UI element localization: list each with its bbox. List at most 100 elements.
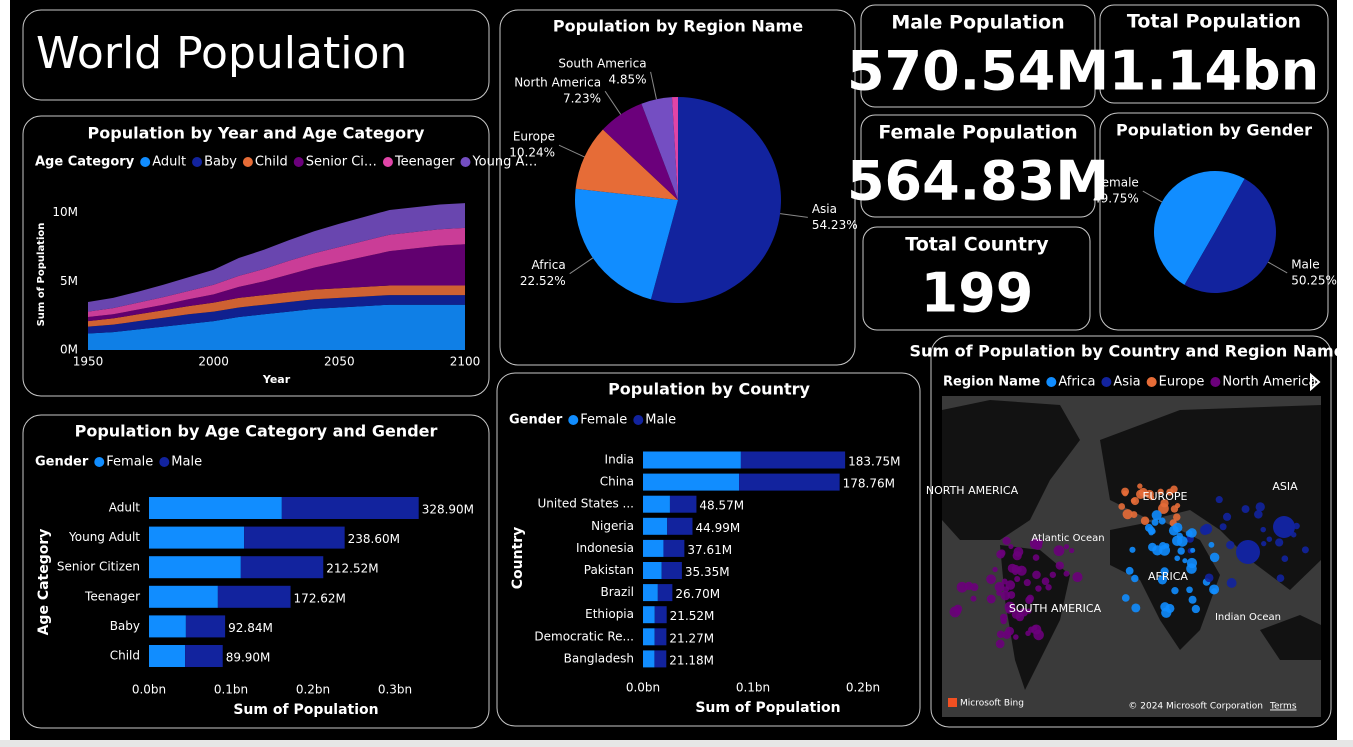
map-bubble [1223, 512, 1232, 521]
card-value: 570.54M [847, 40, 1109, 103]
y-tick-label: Senior Citizen [57, 560, 140, 574]
x-axis-title: Year [262, 373, 291, 386]
legend-label: Senior Ci… [306, 155, 377, 170]
legend-title: Age Category [35, 155, 135, 170]
map-bubble [1158, 517, 1166, 525]
map-bubble [1140, 516, 1150, 525]
map-bubble [1013, 546, 1024, 557]
y-tick-label: United States ... [537, 497, 634, 511]
map-bubble [996, 550, 1005, 559]
map-bubble [1008, 544, 1014, 550]
bar [657, 584, 673, 602]
leader-line [569, 257, 594, 275]
bar [281, 497, 419, 519]
map-bubble [1201, 523, 1213, 535]
map-bubble [1131, 603, 1141, 613]
map-bubble [1002, 536, 1011, 545]
map-bubble [1035, 585, 1042, 592]
card-label: Female Population [878, 122, 1077, 144]
bar [663, 539, 685, 557]
total-label: 178.76M [843, 477, 895, 491]
map-bubble [1255, 502, 1265, 512]
bar [661, 562, 682, 579]
y-axis-title: Sum of Population [36, 223, 47, 327]
pie-label: Male [1291, 257, 1319, 271]
legend-title: Gender [35, 455, 89, 470]
total-label: 238.60M [348, 532, 400, 546]
map-bubble [1121, 594, 1130, 602]
y-axis-title: Age Category [36, 529, 52, 636]
legend-label: North America [1222, 375, 1316, 390]
map-bubble [1182, 558, 1188, 564]
map-bubble [996, 630, 1005, 639]
pie-value-label: 49.75% [1093, 192, 1139, 206]
x-tick-label: 0.0bn [132, 683, 166, 697]
area [88, 295, 465, 334]
area [88, 304, 465, 350]
map-bubble [1157, 488, 1164, 495]
chart-title: Population by Country [608, 380, 810, 399]
map-bubble [1215, 496, 1223, 504]
leader-line [1267, 261, 1288, 274]
y-tick-label: Child [110, 649, 140, 663]
map-bubble [1190, 547, 1196, 553]
legend-arrow [1310, 372, 1321, 392]
y-tick-label: India [605, 453, 634, 467]
map-bubble [970, 595, 977, 602]
bar [643, 517, 668, 535]
map-bubble [1275, 538, 1284, 547]
map-bubble [1261, 540, 1267, 547]
map-bubble [1136, 489, 1146, 499]
total-label: 21.18M [669, 653, 714, 667]
map-bubble [1157, 575, 1168, 585]
pie-label: Africa [531, 258, 565, 272]
map-bubble [1000, 617, 1007, 625]
pie-slice [575, 129, 678, 200]
map-bubble [1170, 505, 1179, 513]
bar [643, 451, 741, 469]
map-bubble [1049, 571, 1057, 578]
map-attribution: Microsoft Bing [960, 699, 1024, 709]
y-tick-label: Nigeria [591, 519, 634, 533]
area [88, 285, 465, 327]
map-bubble [954, 608, 962, 615]
bar [185, 615, 226, 638]
total-label: 172.62M [294, 591, 346, 605]
bar [643, 628, 655, 646]
total-label: 21.52M [670, 609, 715, 623]
x-tick-label: 0.3bn [378, 683, 412, 697]
bar [654, 628, 667, 646]
pie-value-label: 50.25% [1291, 273, 1337, 287]
pie-value-label: 7.23% [563, 92, 601, 106]
map-bubble [1174, 555, 1181, 562]
pie-slice [650, 97, 782, 303]
map-bubble [1186, 586, 1193, 594]
pie-slice [671, 97, 678, 200]
map-bubble [1177, 547, 1185, 555]
legend-label: Male [645, 413, 676, 428]
legend-marker [568, 415, 579, 425]
y-tick-label: Teenager [84, 589, 140, 603]
total-label: 35.35M [685, 565, 730, 579]
map-label: Indian Ocean [1215, 612, 1281, 623]
bar [643, 562, 662, 579]
map-land [1260, 615, 1321, 660]
map-bubble [1118, 503, 1126, 510]
map-label: Atlantic Ocean [1031, 533, 1104, 544]
map-bubble [1130, 498, 1136, 504]
map-bubble [1041, 577, 1050, 586]
total-label: 212.52M [326, 562, 378, 576]
map-bubble [1208, 541, 1215, 548]
y-tick-label: Young Adult [68, 530, 140, 544]
title-panel [22, 9, 490, 101]
bar [740, 451, 846, 469]
legend-marker [1210, 377, 1221, 387]
map-bubble [1260, 526, 1266, 533]
total-label: 48.57M [699, 499, 744, 513]
legend-marker [140, 157, 151, 167]
bar [149, 645, 186, 667]
total-label: 26.70M [675, 587, 720, 601]
legend-label: Female [106, 455, 153, 470]
pie-slice [1153, 170, 1245, 285]
bar [643, 650, 655, 668]
